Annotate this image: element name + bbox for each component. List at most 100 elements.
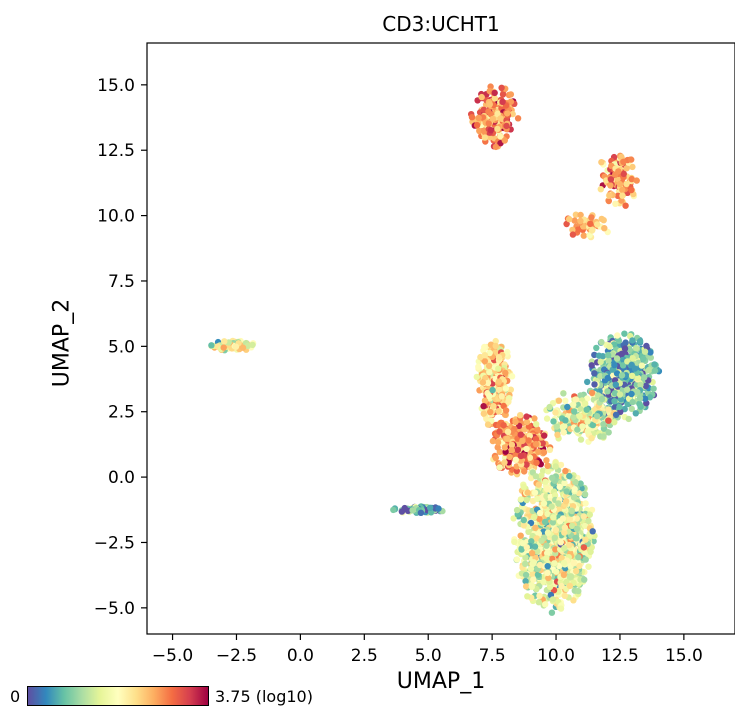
data-point [523,418,531,426]
data-point [435,505,442,512]
x-tick-label: 12.5 [601,646,639,666]
data-point [616,403,623,411]
data-point [544,563,551,570]
data-point [580,513,587,520]
colorbar [27,686,209,706]
data-point [584,418,591,425]
data-point [581,491,589,498]
data-point [584,378,591,386]
data-point [485,108,492,115]
data-point [628,186,635,194]
data-point [598,215,605,223]
data-point [574,226,582,233]
data-point [503,122,510,130]
data-point [620,362,627,369]
data-point [492,454,499,462]
data-point [473,373,480,381]
data-point [523,544,530,551]
data-point [523,461,530,468]
data-point [492,342,499,350]
data-point [495,354,503,361]
data-point [491,89,498,97]
data-point [551,560,558,567]
data-point [539,440,546,447]
data-point [561,479,568,487]
data-point [552,463,559,470]
data-point [650,385,657,392]
data-point [487,127,494,134]
data-point [568,507,576,515]
data-point [549,474,556,481]
data-point [557,605,565,612]
data-point [522,560,529,567]
data-point [623,180,630,188]
data-point [545,574,552,582]
data-point [616,180,624,188]
y-tick-label: 12.5 [97,141,135,161]
data-point [487,408,494,416]
data-point [530,559,537,566]
data-point [524,489,531,496]
data-point [625,415,632,423]
data-point [221,338,228,345]
data-point [549,519,557,526]
data-point [525,528,532,535]
y-ticks: −5.0 −2.5 0.0 2.5 5.0 7.5 10.0 12.5 15.0 [94,76,147,619]
data-point [591,351,598,359]
data-point [401,504,408,512]
data-point [585,563,592,570]
data-point [500,422,507,429]
data-point [561,524,569,531]
data-point [220,344,227,351]
data-point [598,159,605,166]
data-point [501,444,508,451]
data-point [560,571,568,579]
data-point [507,91,515,98]
data-point [582,556,589,563]
data-point [582,500,589,507]
data-point [582,536,589,543]
data-point [638,362,645,369]
data-point [597,373,604,380]
data-point [605,417,612,424]
data-point [555,562,563,570]
data-point [569,231,577,238]
data-point [588,362,595,369]
data-point [508,441,516,448]
data-point [572,534,579,542]
data-point [519,437,526,444]
x-tick-label: 15.0 [665,646,703,666]
data-point [628,175,635,183]
data-point [426,504,434,511]
data-point [588,214,595,221]
data-point [643,342,650,350]
data-point [489,115,497,123]
data-point [604,374,611,382]
data-point [586,511,593,518]
x-tick-label: 2.5 [351,646,378,666]
data-point [579,423,586,430]
data-point [577,392,584,399]
data-point [601,225,608,232]
data-point [543,485,551,493]
data-point [589,421,597,429]
data-point [239,344,247,351]
data-point [518,546,525,553]
x-tick-label: 7.5 [479,646,506,666]
data-point [636,338,644,345]
x-tick-label: 0.0 [287,646,314,666]
data-point [618,153,625,161]
data-point [546,446,554,453]
data-point [502,385,509,392]
data-point [512,456,519,463]
data-point [568,522,576,529]
data-point [620,158,627,165]
data-point [504,110,511,117]
data-point [629,398,636,406]
data-point [480,403,487,410]
data-point [624,400,631,408]
data-point [524,593,531,600]
data-point [583,406,590,413]
data-point [629,163,636,171]
data-point [553,423,560,430]
